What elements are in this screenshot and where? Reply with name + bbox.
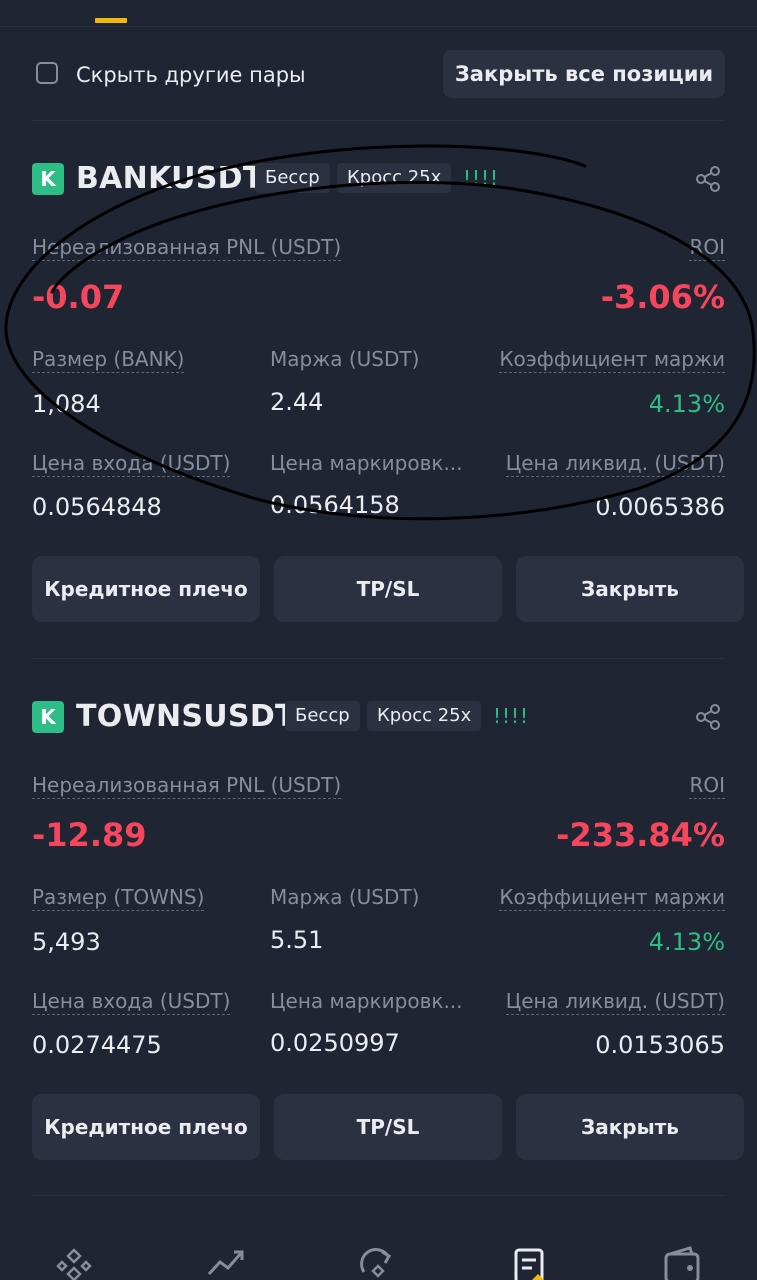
roi-value: -233.84%: [556, 816, 725, 854]
leverage-tag[interactable]: Кросс 25x: [337, 163, 452, 193]
contract-badge: K: [32, 701, 64, 733]
contract-badge: K: [32, 163, 64, 195]
entry-price-label[interactable]: Цена входа (USDT): [32, 451, 231, 477]
unrealized-pnl-label[interactable]: Нереализованная PNL (USDT): [32, 235, 342, 261]
mark-price-label: Цена маркировк...: [270, 451, 463, 475]
mark-price-value: 0.0564158: [270, 491, 400, 519]
margin-ratio-label[interactable]: Коэффициент маржи: [499, 347, 725, 373]
mark-price-value: 0.0250997: [270, 1029, 400, 1057]
liquidation-price-value: 0.0153065: [595, 1031, 725, 1059]
roi-label[interactable]: ROI: [689, 773, 725, 799]
close-position-button[interactable]: Закрыть: [516, 556, 744, 622]
unrealized-pnl-label[interactable]: Нереализованная PNL (USDT): [32, 773, 342, 799]
roi-label[interactable]: ROI: [689, 235, 725, 261]
margin-value: 5.51: [270, 926, 324, 954]
entry-price-label[interactable]: Цена входа (USDT): [32, 989, 231, 1015]
top-tab-strip: [0, 0, 757, 27]
position-symbol[interactable]: BANKUSDT: [76, 161, 264, 196]
futures-icon[interactable]: [510, 1246, 550, 1280]
position-card: K TOWNSUSDT Бесср Кросс 25x !!!! Нереали…: [0, 698, 757, 1178]
liquidation-price-label[interactable]: Цена ликвид. (USDT): [505, 989, 725, 1015]
margin-label: Маржа (USDT): [270, 347, 420, 371]
close-all-positions-button[interactable]: Закрыть все позиции: [443, 50, 725, 98]
tpsl-button[interactable]: TP/SL: [274, 1094, 502, 1160]
entry-price-value: 0.0274475: [32, 1031, 162, 1059]
close-position-button[interactable]: Закрыть: [516, 1094, 744, 1160]
share-icon[interactable]: [693, 164, 723, 194]
leverage-tag[interactable]: Кросс 25x: [367, 701, 482, 731]
leverage-button[interactable]: Кредитное плечо: [32, 1094, 260, 1160]
entry-price-value: 0.0564848: [32, 493, 162, 521]
unrealized-pnl-value: -0.07: [32, 278, 125, 316]
trade-icon[interactable]: [358, 1246, 398, 1280]
position-card: K BANKUSDT Бесср Кросс 25x !!!! Нереализ…: [0, 160, 757, 640]
margin-ratio-value: 4.13%: [648, 390, 725, 418]
divider: [32, 120, 725, 121]
margin-value: 2.44: [270, 388, 324, 416]
margin-ratio-value: 4.13%: [648, 928, 725, 956]
position-symbol[interactable]: TOWNSUSDT: [76, 699, 296, 734]
home-icon[interactable]: [54, 1246, 94, 1280]
active-tab-indicator: [95, 18, 127, 23]
size-label[interactable]: Размер (BANK): [32, 347, 185, 373]
roi-value: -3.06%: [600, 278, 725, 316]
margin-type-tag: Бесср: [255, 163, 330, 193]
liquidation-price-value: 0.0065386: [595, 493, 725, 521]
tpsl-button[interactable]: TP/SL: [274, 556, 502, 622]
hide-other-pairs-checkbox[interactable]: [36, 62, 58, 84]
margin-ratio-label[interactable]: Коэффициент маржи: [499, 885, 725, 911]
margin-label: Маржа (USDT): [270, 885, 420, 909]
divider: [32, 1195, 725, 1196]
share-icon[interactable]: [693, 702, 723, 732]
size-value: 1,084: [32, 390, 101, 418]
size-label[interactable]: Размер (TOWNS): [32, 885, 205, 911]
wallet-icon[interactable]: [662, 1246, 702, 1280]
mark-price-label: Цена маркировк...: [270, 989, 463, 1013]
liquidation-price-label[interactable]: Цена ликвид. (USDT): [505, 451, 725, 477]
markets-icon[interactable]: [206, 1246, 246, 1280]
hide-other-pairs-label[interactable]: Скрыть другие пары: [76, 63, 306, 87]
risk-warning: !!!!: [493, 704, 530, 728]
unrealized-pnl-value: -12.89: [32, 816, 147, 854]
leverage-button[interactable]: Кредитное плечо: [32, 556, 260, 622]
size-value: 5,493: [32, 928, 101, 956]
risk-warning: !!!!: [463, 166, 500, 190]
divider: [32, 658, 725, 659]
margin-type-tag: Бесср: [285, 701, 360, 731]
